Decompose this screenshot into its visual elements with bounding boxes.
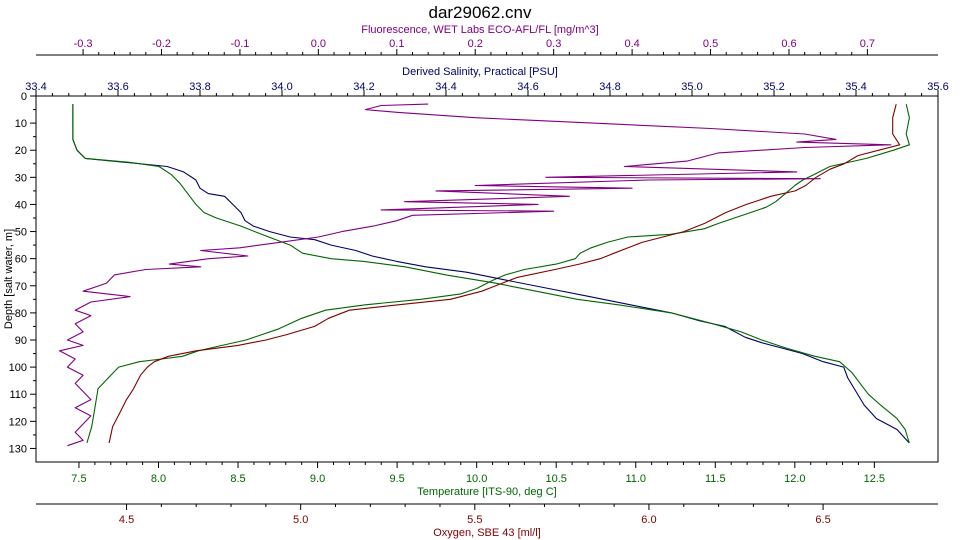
fluorescence-tick-label: 0.3 bbox=[546, 38, 561, 50]
temperature-tick-label: 9.0 bbox=[310, 473, 325, 485]
salinity-tick-label: 35.4 bbox=[845, 81, 866, 93]
depth-tick-label: 120 bbox=[9, 416, 27, 428]
fluorescence-tick-label: -0.2 bbox=[152, 38, 171, 50]
depth-tick-label: 100 bbox=[9, 362, 27, 374]
temperature-tick-label: 11.0 bbox=[625, 473, 646, 485]
depth-axis-label: Depth [salt water, m] bbox=[3, 229, 15, 329]
fluorescence-tick-label: 0.4 bbox=[624, 38, 639, 50]
salinity-axis-label: Derived Salinity, Practical [PSU] bbox=[402, 66, 558, 78]
fluorescence-tick-label: 0.7 bbox=[860, 38, 875, 50]
salinity-tick-label: 33.4 bbox=[25, 81, 46, 93]
depth-tick-label: 40 bbox=[15, 199, 27, 211]
oxygen-tick-label: 5.0 bbox=[293, 514, 308, 526]
salinity-tick-label: 33.8 bbox=[189, 81, 210, 93]
temperature-axis-label: Temperature [ITS-90, deg C] bbox=[417, 486, 556, 498]
depth-tick-label: 90 bbox=[15, 335, 27, 347]
temperature-tick-label: 8.0 bbox=[151, 473, 166, 485]
temperature-tick-label: 10.0 bbox=[466, 473, 487, 485]
fluorescence-tick-label: 0.6 bbox=[781, 38, 796, 50]
temperature-tick-label: 7.5 bbox=[71, 473, 86, 485]
temperature-green-series-line bbox=[72, 104, 910, 444]
depth-tick-label: 110 bbox=[9, 389, 27, 401]
plot-area bbox=[35, 95, 939, 463]
oxygen-axis-label: Oxygen, SBE 43 [ml/l] bbox=[433, 527, 541, 539]
depth-tick-label: 10 bbox=[15, 118, 27, 130]
depth-tick-label: 130 bbox=[9, 443, 27, 455]
fluorescence-tick-label: -0.3 bbox=[74, 38, 93, 50]
chart-title: dar29062.cnv bbox=[428, 3, 532, 22]
fluorescence-series-line bbox=[58, 103, 892, 447]
salinity-tick-label: 35.2 bbox=[763, 81, 784, 93]
temperature-tick-label: 8.5 bbox=[230, 473, 245, 485]
fluorescence-tick-label: 0.0 bbox=[311, 38, 326, 50]
temperature-tick-label: 9.5 bbox=[389, 473, 404, 485]
fluorescence-axis-label: Fluorescence, WET Labs ECO-AFL/FL [mg/m^… bbox=[361, 24, 598, 36]
fluorescence-tick-label: -0.1 bbox=[230, 38, 249, 50]
fluorescence-tick-label: 0.2 bbox=[468, 38, 483, 50]
depth-tick-label: 20 bbox=[15, 145, 27, 157]
temperature-tick-label: 12.5 bbox=[864, 473, 885, 485]
oxygen-series-line bbox=[108, 103, 901, 444]
oxygen-tick-label: 6.0 bbox=[641, 514, 656, 526]
fluorescence-tick-label: 0.5 bbox=[703, 38, 718, 50]
depth-tick-label: 80 bbox=[15, 308, 27, 320]
salinity-tick-label: 34.2 bbox=[353, 81, 374, 93]
depth-tick-label: 50 bbox=[15, 227, 27, 239]
depth-tick-label: 30 bbox=[15, 172, 27, 184]
salinity-tick-label: 34.8 bbox=[599, 81, 620, 93]
series-layer bbox=[58, 103, 910, 447]
fluorescence-axis-ticks: -0.3 -0.2 -0.1 0.0 0.1 0.2 0.3 0.4 0.5 0.6 0.7 bbox=[74, 38, 875, 55]
depth-tick-label: 70 bbox=[15, 281, 27, 293]
salinity-tick-label: 34.6 bbox=[517, 81, 538, 93]
salinity-tick-label: 34.4 bbox=[435, 81, 456, 93]
temperature-tick-label: 10.5 bbox=[545, 473, 566, 485]
temperature-tick-label: 12.0 bbox=[784, 473, 805, 485]
depth-axis-ticks: 0 10 20 30 40 50 60 70 80 90 100 110 120 130 bbox=[9, 91, 36, 455]
salinity-series-line bbox=[72, 104, 910, 444]
temperature-tick-label: 11.5 bbox=[705, 473, 726, 485]
depth-tick-label: 60 bbox=[15, 254, 27, 266]
temperature-axis-ticks: 7.5 8.0 8.5 9.0 9.5 10.0 10.5 11.0 11.5 12.0 12.5 bbox=[71, 462, 885, 485]
salinity-tick-label: 35.6 bbox=[927, 81, 948, 93]
oxygen-tick-label: 5.5 bbox=[467, 514, 482, 526]
oxygen-tick-label: 4.5 bbox=[119, 514, 134, 526]
salinity-tick-label: 33.6 bbox=[107, 81, 128, 93]
fluorescence-tick-label: 0.1 bbox=[389, 38, 404, 50]
salinity-tick-label: 34.0 bbox=[271, 81, 292, 93]
salinity-tick-label: 35.0 bbox=[681, 81, 702, 93]
oxygen-axis-ticks: 4.5 5.0 5.5 6.0 6.5 bbox=[119, 504, 831, 526]
depth-tick-label: 0 bbox=[21, 91, 27, 103]
oxygen-tick-label: 6.5 bbox=[815, 514, 830, 526]
salinity-axis-ticks: 33.4 33.6 33.8 34.0 34.2 34.4 34.6 34.8 35.0 35.2… bbox=[25, 81, 949, 96]
